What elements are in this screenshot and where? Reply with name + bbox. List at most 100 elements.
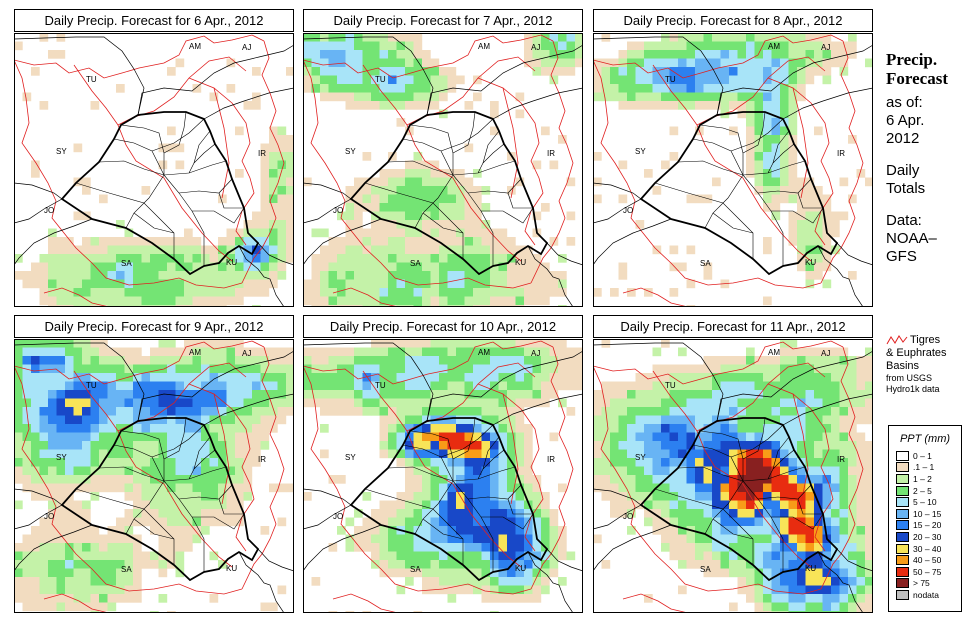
precip-cell [831,526,840,535]
country-border [492,393,583,426]
country-label: SA [410,565,421,574]
precip-cell [379,415,389,425]
precip-cell [456,458,465,467]
precip-cell [396,551,406,561]
precip-cell [158,424,168,433]
precip-cell [396,356,406,365]
precip-cell [303,279,312,289]
precip-cell [737,492,747,501]
precip-cell [729,126,738,136]
precip-cell [439,466,448,476]
precip-cell [337,407,346,416]
precip-cell [695,398,704,408]
precip-cell [678,415,687,425]
precip-cell [754,101,764,110]
precip-cell [133,237,142,246]
precip-cell [856,577,866,586]
precip-cell [618,509,628,518]
legend-item: 10 – 15 [896,508,961,520]
precip-cell [746,415,755,425]
precip-cell [771,203,781,212]
precip-cell [720,424,730,433]
precip-cell [822,194,832,204]
precip-cell [593,194,602,204]
precip-cell [627,101,636,110]
precip-cell [90,364,100,374]
precip-cell [141,449,151,459]
precip-cell [201,517,210,527]
precip-cell [746,585,755,595]
precip-cell [805,228,815,238]
precip-cell [175,424,185,433]
precip-cell [712,534,721,544]
precip-cell [48,466,57,476]
basin-boundary [43,287,110,307]
precip-cell [447,577,457,586]
precip-cell [703,381,713,391]
precip-cell [686,58,696,68]
precip-cell [644,50,653,59]
precip-cell [754,449,764,459]
precip-cell [524,577,533,586]
precip-cell [678,33,687,42]
precip-cell [354,373,363,382]
precip-cell [532,492,542,501]
precip-cell [141,500,151,510]
precip-cell [856,169,866,178]
precip-cell [788,373,798,382]
precip-cell [780,560,789,569]
precip-cell [371,58,380,68]
province-border [440,118,494,152]
precip-cell [498,288,508,297]
precip-cell [627,381,636,391]
precip-cell [498,356,508,365]
precip-cell [703,33,713,42]
precip-cell [235,262,244,272]
precip-cell [320,92,329,102]
precip-cell [822,594,832,603]
precip-cell [48,509,57,518]
precip-cell [848,568,857,578]
precip-cell [167,254,176,263]
precip-cell [277,262,287,272]
precip-cell [31,356,40,365]
precip-cell [422,475,431,484]
precip-cell [839,390,849,399]
precip-cell [439,534,448,544]
precip-cell [814,449,823,459]
precip-cell [99,262,108,272]
precip-cell [712,390,721,399]
precip-cell [515,271,525,280]
precip-cell [430,67,440,76]
precip-cell [498,526,508,535]
precip-cell [320,50,329,59]
precip-cell [430,347,440,357]
precip-cell [320,67,329,76]
province-border [452,160,516,176]
precip-cell [797,534,806,544]
precip-cell [90,347,100,357]
precip-cell [439,483,448,493]
precip-cell [464,373,474,382]
precip-cell [14,390,23,399]
precip-cell [763,594,772,603]
precip-cell [354,50,363,59]
precip-cell [175,568,185,578]
precip-cell [405,390,414,399]
precip-cell [532,279,542,289]
precip-cell [277,517,287,527]
precip-cell [856,534,866,544]
precip-cell [865,492,873,501]
precip-cell [116,534,125,544]
precip-cell [507,271,516,280]
precip-cell [610,483,619,493]
precip-cell [763,602,772,612]
precip-cell [124,398,134,408]
precip-cell [473,262,482,272]
precip-cell [396,373,406,382]
precip-cell [175,254,185,263]
precip-cell [865,534,873,544]
precip-cell [388,220,397,229]
precip-cell [771,424,781,433]
legend-swatch [896,462,909,473]
